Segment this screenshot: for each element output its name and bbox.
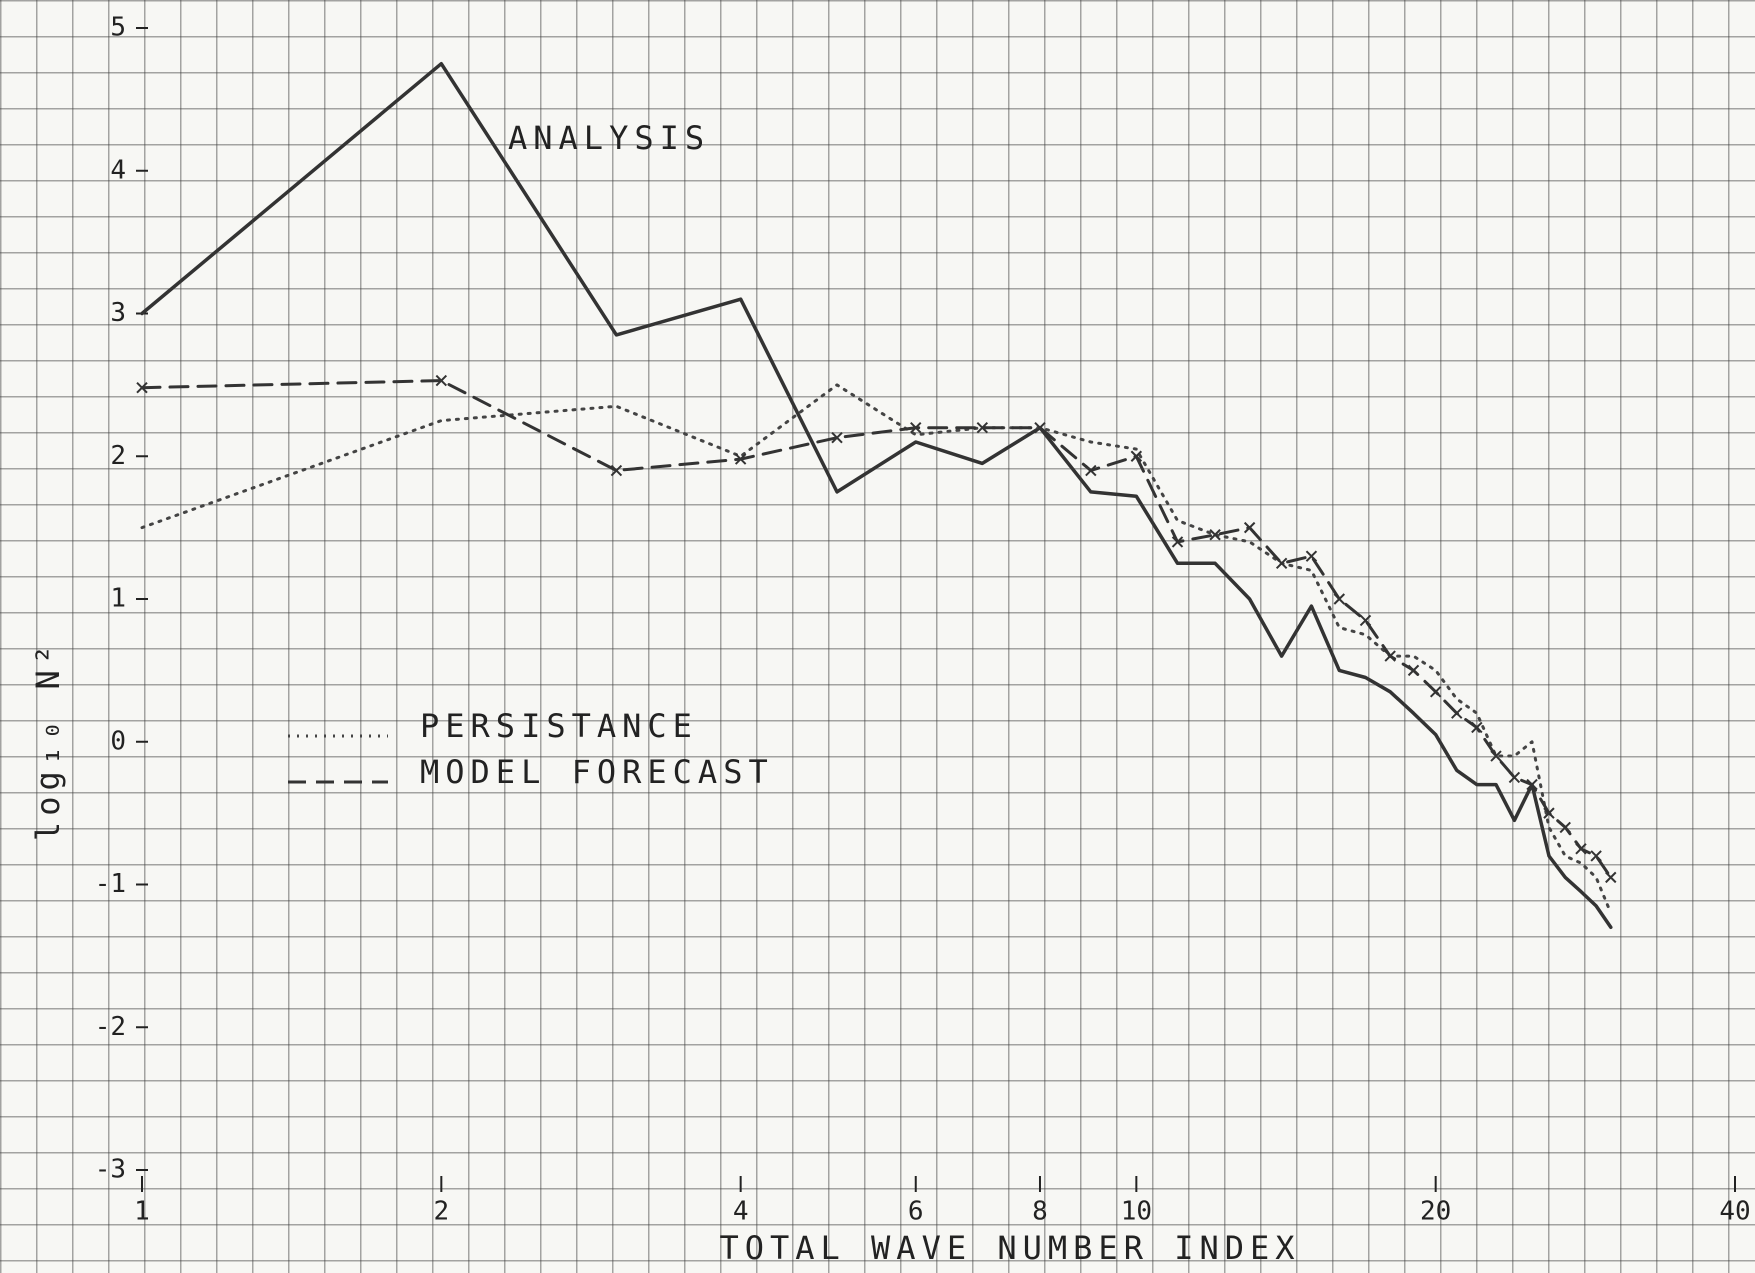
x-axis-label: TOTAL WAVE NUMBER INDEX [719,1229,1300,1267]
point-marker [136,382,148,394]
x-tick-label: 20 [1420,1197,1451,1227]
point-marker [1209,529,1221,541]
x-tick-label: 4 [733,1197,749,1227]
y-tick-label: -3 [95,1155,126,1185]
x-tick-label: 1 [134,1197,150,1227]
point-marker [1575,843,1587,855]
series-line [140,383,1613,915]
point-marker [1543,807,1555,819]
point-marker [1451,707,1463,719]
point-marker [1590,850,1602,862]
point-marker [1305,550,1318,562]
point-marker [734,453,747,465]
x-tick-label: 40 [1719,1197,1750,1227]
point-marker [910,421,922,434]
legend-label: PERSISTANCE [420,707,698,745]
series-line [140,379,1613,879]
point-marker [1490,750,1502,762]
y-tick-label: 4 [110,155,126,185]
series-annotation: ANALYSIS [508,119,710,157]
x-tick-label: 10 [1121,1197,1152,1227]
point-marker [1359,614,1372,627]
point-marker [435,374,448,387]
point-marker [1471,721,1483,734]
point-marker [1243,521,1256,534]
series-line [140,61,1613,930]
x-tick-label: 6 [908,1197,924,1227]
y-tick-label: 0 [110,726,126,756]
point-marker [1333,593,1346,605]
y-tick-label: 3 [110,298,126,328]
y-tick-label: 2 [110,441,126,471]
point-marker [1171,536,1184,548]
point-marker [1384,650,1396,662]
legend-label: MODEL FORECAST [420,753,774,791]
point-marker [610,464,623,477]
point-marker [1275,557,1288,570]
point-marker [831,431,843,444]
point-marker [1605,871,1617,884]
x-tick-label: 8 [1032,1197,1048,1227]
point-marker [1508,771,1521,784]
y-tick-label: 1 [110,584,126,614]
point-marker [1130,450,1143,462]
point-marker [1034,421,1046,434]
y-tick-label: 5 [110,13,126,43]
point-marker [1559,821,1571,834]
y-tick-label: -1 [95,869,126,899]
y-axis-label: log₁₀ N² [29,639,67,841]
x-tick-label: 2 [433,1197,449,1227]
point-marker [1429,686,1442,698]
point-marker [976,421,989,434]
y-tick-label: -2 [95,1012,126,1042]
point-marker [1526,778,1538,791]
point-marker [1407,664,1420,677]
point-marker [1085,464,1097,477]
